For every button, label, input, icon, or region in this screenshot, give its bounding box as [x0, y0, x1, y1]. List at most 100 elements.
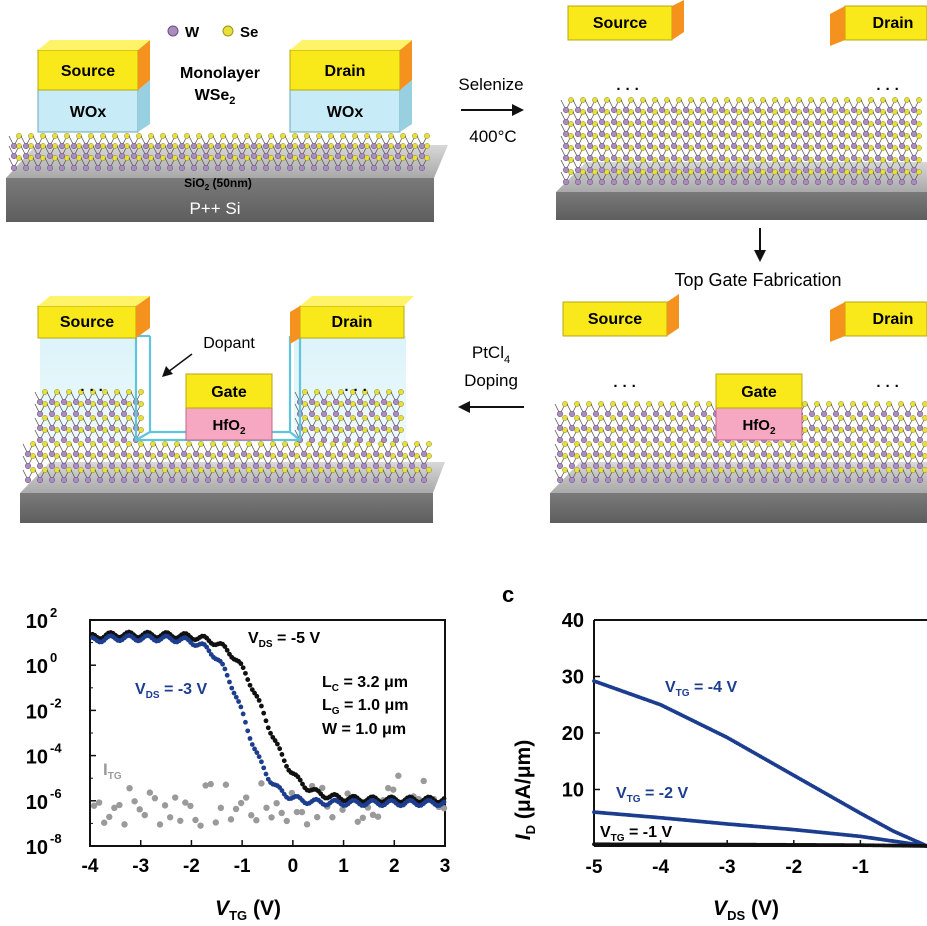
si-label: P++ Si	[189, 199, 240, 218]
data-point-vds-5-v	[256, 697, 262, 703]
atom-legend: W Se	[167, 24, 258, 41]
layer-dots-3: · · ·	[80, 382, 103, 399]
data-point-itg	[298, 808, 306, 816]
drain-label-2: Drain	[873, 15, 914, 32]
data-point-vds-3-v	[247, 736, 253, 741]
chart-c-xlabel: VDS (V)	[713, 897, 779, 923]
data-point-itg	[146, 789, 154, 796]
data-point-itg	[354, 818, 361, 825]
layer-dots-right: · · ·	[876, 81, 899, 98]
x-tick-label: 3	[440, 856, 451, 877]
panel-4-top-gate: Source Drain Gate HfO2 · · · · · ·	[550, 294, 927, 523]
panel-2-selenized: Source Drain · · · · · ·	[556, 0, 927, 220]
data-point-itg	[273, 799, 280, 807]
annot-lg: LG = 1.0 μm	[322, 697, 409, 717]
layer-dots-4-right: · · ·	[876, 378, 899, 395]
data-point-itg	[390, 786, 397, 793]
drain-label-3: Drain	[332, 314, 373, 331]
panel-letter-c: c	[502, 582, 514, 607]
data-point-itg	[258, 780, 265, 787]
x-tick-label: -1	[234, 856, 251, 877]
data-point-itg	[374, 813, 382, 820]
y-tick-label: 10	[26, 747, 48, 769]
temperature-label: 400°C	[469, 127, 516, 146]
data-point-vds-5-v	[265, 725, 271, 731]
step-top-gate: Top Gate Fabrication	[674, 228, 842, 290]
data-point-itg	[166, 814, 174, 821]
data-point-vds-5-v	[279, 752, 285, 757]
y-tick-label: 10	[26, 837, 48, 859]
annot-vtg-1: VTG = -1 V	[600, 824, 672, 844]
data-point-vds-3-v	[441, 799, 447, 805]
annot-vds-3: VDS = -3 V	[135, 681, 207, 701]
y-tick-label: 10	[26, 701, 48, 723]
sio2-label: SiO2 (50nm)	[184, 176, 252, 192]
annot-vds-5: VDS = -5 V	[248, 630, 320, 650]
y-tick-label: 10	[562, 780, 584, 802]
data-point-itg	[288, 789, 296, 797]
layer-dots-4: · · ·	[613, 378, 636, 395]
y-tick-label: 10	[26, 792, 48, 814]
data-point-vds-5-v	[441, 796, 447, 802]
data-point-vds-3-v	[263, 771, 269, 777]
ptcl4-label: PtCl4	[472, 343, 510, 366]
layer-dots-3-right: · · ·	[344, 382, 367, 399]
data-point-vds-5-v	[274, 741, 280, 747]
x-tick-label: -4	[82, 856, 99, 877]
data-point-vds-3-v	[233, 694, 239, 700]
source-label-2: Source	[593, 15, 647, 32]
data-point-vds-5-v	[249, 687, 255, 693]
data-point-vds-5-v	[240, 665, 246, 671]
x-tick-label: -5	[586, 857, 603, 878]
data-point-itg	[293, 808, 301, 816]
data-point-vds-5-v	[261, 710, 267, 716]
data-point-itg	[151, 795, 159, 802]
y-tick-exponent: -8	[50, 831, 62, 846]
wox-label: WOx	[70, 104, 107, 121]
source-electrode-2: Source	[567, 0, 684, 41]
legend-w: W	[185, 24, 200, 41]
drain-electrode-4: Drain	[830, 301, 927, 342]
drain-label: Drain	[325, 63, 366, 80]
data-point-itg	[207, 780, 214, 788]
data-point-itg	[369, 811, 377, 819]
monolayer-label: Monolayer	[180, 65, 260, 82]
drain-electrode: Drain WOx	[289, 40, 412, 133]
y-tick-label: 20	[562, 723, 584, 745]
annot-itg: ITG	[103, 760, 122, 782]
annot-vtg-2: VTG = -2 V	[616, 785, 688, 805]
data-point-vds-3-v	[240, 711, 246, 717]
y-tick-exponent: -2	[50, 695, 62, 710]
data-point-itg	[278, 809, 285, 817]
source-electrode-4: Source	[562, 294, 679, 337]
y-tick-exponent: -4	[50, 741, 62, 756]
x-tick-label: -4	[652, 857, 669, 878]
annot-lc: LC = 3.2 μm	[322, 674, 408, 694]
chart-c-ylabel: ID (μA/μm)	[512, 740, 538, 840]
data-point-vds-3-v	[243, 719, 248, 725]
chart-b-annotations: VDS = -5 V VDS = -3 V LC = 3.2 μm LG = 1…	[103, 630, 409, 782]
monolayer-lattice	[8, 133, 430, 172]
data-point-itg	[101, 819, 108, 826]
data-point-vds-3-v	[252, 746, 257, 752]
data-point-itg	[141, 811, 148, 819]
data-point-itg	[136, 806, 143, 813]
data-point-vds-5-v	[254, 693, 260, 699]
data-point-vds-3-v	[204, 644, 210, 650]
data-point-itg	[222, 781, 230, 788]
data-point-itg	[253, 817, 260, 824]
hfo2-label-3: HfO2	[212, 417, 246, 437]
data-point-itg	[359, 814, 367, 822]
data-point-vds-5-v	[268, 730, 273, 736]
data-point-vds-3-v	[236, 699, 241, 704]
x-tick-label: -1	[852, 857, 869, 878]
data-point-itg	[232, 805, 240, 813]
data-point-itg	[314, 813, 321, 821]
annot-vtg-4: VTG = -4 V	[665, 679, 737, 699]
wse2-label: WSe2	[195, 87, 236, 107]
y-tick-label: 30	[562, 667, 584, 689]
data-point-itg	[126, 784, 133, 792]
